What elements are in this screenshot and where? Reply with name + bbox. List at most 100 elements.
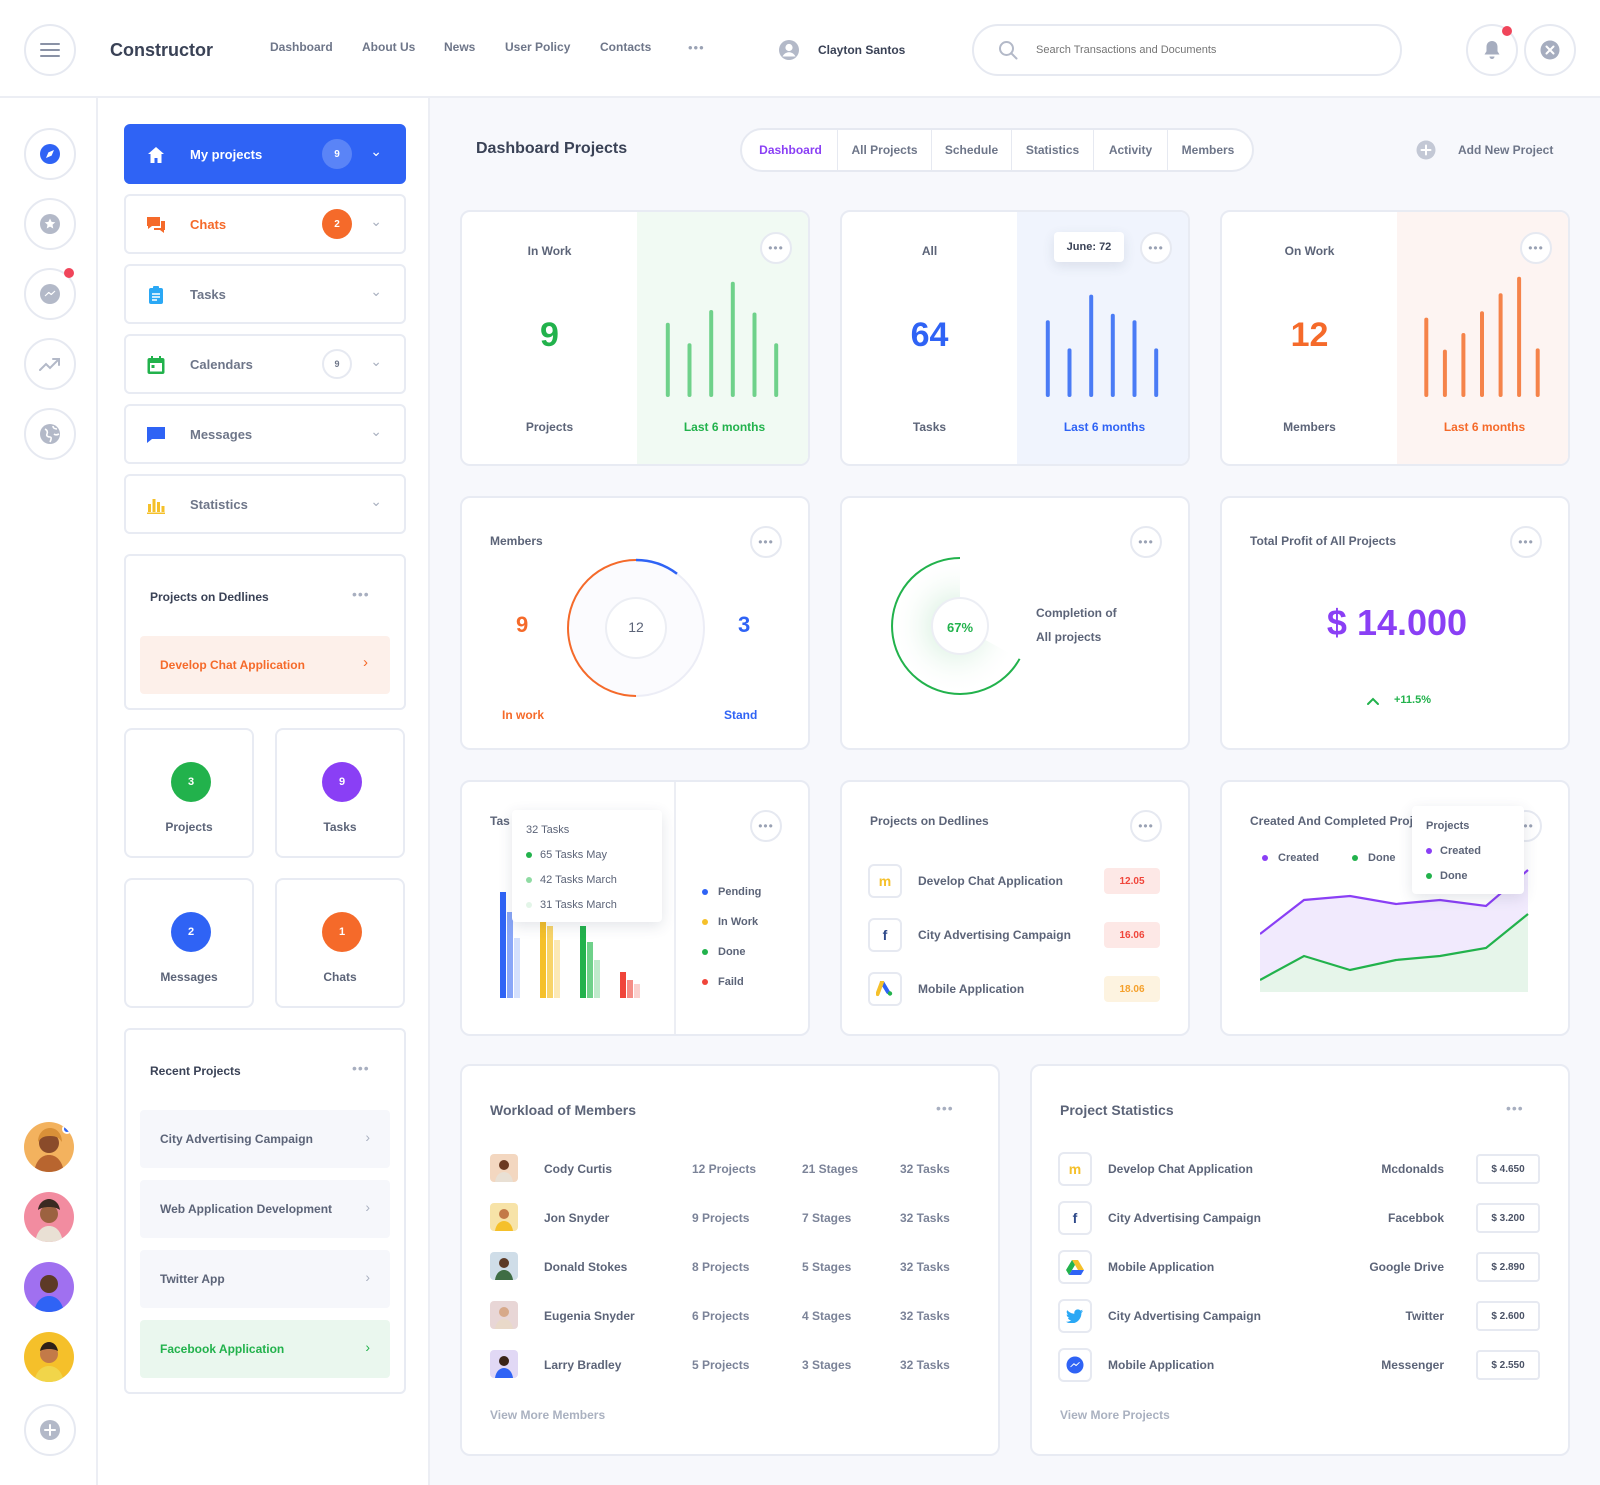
member-avatar[interactable] <box>490 1301 518 1329</box>
tab-all-projects[interactable]: All Projects <box>838 130 932 170</box>
chevron-down-icon[interactable]: ⌄ <box>370 353 382 369</box>
member-avatar[interactable] <box>490 1350 518 1378</box>
more-options-button[interactable]: ••• <box>352 1060 370 1076</box>
nav-dashboard[interactable]: Dashboard <box>270 40 333 54</box>
rail-favorites-button[interactable] <box>24 198 76 250</box>
more-options-button[interactable]: ••• <box>750 810 782 842</box>
tab-dashboard[interactable]: Dashboard <box>744 130 838 170</box>
more-options-button[interactable]: ••• <box>1510 526 1542 558</box>
deadline-project-name[interactable]: Mobile Application <box>918 982 1025 996</box>
more-options-button[interactable]: ••• <box>1130 810 1162 842</box>
chevron-down-icon[interactable]: ⌄ <box>370 213 382 229</box>
member-name[interactable]: Larry Bradley <box>544 1358 622 1372</box>
kpi-bar <box>1067 348 1072 397</box>
member-name[interactable]: Eugenia Snyder <box>544 1309 635 1323</box>
rail-globe-button[interactable] <box>24 408 76 460</box>
search-bar[interactable] <box>972 24 1402 76</box>
tab-schedule[interactable]: Schedule <box>932 130 1012 170</box>
rail-avatar-3[interactable] <box>24 1262 74 1312</box>
recent-project-item-active[interactable]: Facebook Application › <box>140 1320 390 1378</box>
view-more-projects-link[interactable]: View More Projects <box>1060 1408 1170 1422</box>
kpi-card-on-work: On Work 12 Members Last 6 months ••• <box>1220 210 1570 466</box>
notifications-button[interactable] <box>1466 24 1518 76</box>
more-options-button[interactable]: ••• <box>1506 1100 1524 1116</box>
project-name[interactable]: Develop Chat Application <box>1108 1162 1253 1176</box>
chevron-right-icon: › <box>365 1199 370 1215</box>
stat-label: Projects <box>165 820 213 834</box>
tab-members[interactable]: Members <box>1181 143 1235 157</box>
rail-add-button[interactable] <box>24 1404 76 1456</box>
sidebar-item-chats[interactable]: Chats 2 ⌄ <box>124 194 406 254</box>
sidebar-deadline-item[interactable]: Develop Chat Application › <box>140 636 390 694</box>
sidebar-item-my-projects[interactable]: My projects 9 ⌄ <box>124 124 406 184</box>
sidebar-stat-tasks[interactable]: 9 Tasks <box>275 728 405 858</box>
nav-user-policy[interactable]: User Policy <box>505 40 571 54</box>
sidebar-item-statistics[interactable]: Statistics ⌄ <box>124 474 406 534</box>
sidebar-stat-messages[interactable]: 2 Messages <box>124 878 254 1008</box>
add-new-project-button[interactable]: Add New Project <box>1416 138 1586 162</box>
member-name[interactable]: Donald Stokes <box>544 1260 628 1274</box>
kpi-card-all-tasks: All 64 Tasks Last 6 months June: 72 ••• <box>840 210 1190 466</box>
kpi-sublabel: Tasks <box>912 420 947 434</box>
rail-avatar-1[interactable] <box>24 1122 74 1172</box>
legend-item: Created <box>1262 852 1319 864</box>
mcdonalds-logo-icon: m <box>868 864 902 898</box>
project-name[interactable]: City Advertising Campaign <box>1108 1309 1261 1323</box>
rail-explore-button[interactable] <box>24 128 76 180</box>
more-options-button[interactable]: ••• <box>1140 232 1172 264</box>
sidebar-stat-chats[interactable]: 1 Chats <box>275 878 405 1008</box>
member-avatar[interactable] <box>490 1154 518 1182</box>
project-name[interactable]: Mobile Application <box>1108 1260 1215 1274</box>
nav-news[interactable]: News <box>444 40 476 54</box>
facebook-logo-icon: f <box>868 918 902 952</box>
project-client: Google Drive <box>1369 1260 1444 1274</box>
recent-project-item[interactable]: Twitter App › <box>140 1250 390 1308</box>
rail-messenger-button[interactable] <box>24 268 76 320</box>
project-name[interactable]: City Advertising Campaign <box>1108 1211 1261 1225</box>
nav-about-us[interactable]: About Us <box>362 40 416 54</box>
recent-project-item[interactable]: Web Application Development › <box>140 1180 390 1238</box>
rail-trends-button[interactable] <box>24 338 76 390</box>
sidebar-item-tasks[interactable]: Tasks ⌄ <box>124 264 406 324</box>
more-options-button[interactable]: ••• <box>352 586 370 602</box>
more-options-button[interactable]: ••• <box>936 1100 954 1116</box>
kpi-bar <box>687 343 692 397</box>
rail-avatar-2[interactable] <box>24 1192 74 1242</box>
sidebar-item-messages[interactable]: Messages ⌄ <box>124 404 406 464</box>
nav-contacts[interactable]: Contacts <box>600 40 652 54</box>
created-completed-title: Created And Completed Proje <box>1250 814 1420 828</box>
rail-avatar-4[interactable] <box>24 1332 74 1382</box>
more-options-button[interactable]: ••• <box>1130 526 1162 558</box>
chevron-down-icon[interactable]: ⌄ <box>370 143 382 159</box>
bar-pending-2 <box>507 912 513 998</box>
kpi-bar <box>1132 320 1137 397</box>
chevron-down-icon[interactable]: ⌄ <box>370 423 382 439</box>
chevron-down-icon[interactable]: ⌄ <box>370 283 382 299</box>
member-name[interactable]: Jon Snyder <box>544 1211 610 1225</box>
sidebar-item-calendars[interactable]: Calendars 9 ⌄ <box>124 334 406 394</box>
members-donut <box>566 558 706 698</box>
deadline-project-name[interactable]: City Advertising Campaign <box>918 928 1071 942</box>
more-options-button[interactable]: ••• <box>750 526 782 558</box>
recent-project-item[interactable]: City Advertising Campaign › <box>140 1110 390 1168</box>
member-name[interactable]: Cody Curtis <box>544 1162 613 1176</box>
tab-statistics[interactable]: Statistics <box>1012 130 1094 170</box>
member-avatar[interactable] <box>490 1252 518 1280</box>
user-profile[interactable]: Clayton Santos <box>778 38 918 62</box>
tab-activity[interactable]: Activity <box>1094 130 1168 170</box>
deadline-project-name[interactable]: Develop Chat Application <box>918 874 1063 888</box>
close-button[interactable] <box>1524 24 1576 76</box>
search-input[interactable] <box>1036 40 1376 60</box>
nav-more-button[interactable]: ••• <box>688 40 705 55</box>
view-more-members-link[interactable]: View More Members <box>490 1408 606 1422</box>
message-icon <box>147 427 165 443</box>
project-name[interactable]: Mobile Application <box>1108 1358 1215 1372</box>
sidebar-stat-projects[interactable]: 3 Projects <box>124 728 254 858</box>
more-options-button[interactable]: ••• <box>1520 232 1552 264</box>
member-projects: 12 Projects <box>692 1162 757 1176</box>
hamburger-menu-button[interactable] <box>24 24 76 76</box>
member-avatar[interactable] <box>490 1203 518 1231</box>
chevron-down-icon[interactable]: ⌄ <box>370 493 382 509</box>
more-options-button[interactable]: ••• <box>760 232 792 264</box>
member-projects: 6 Projects <box>692 1309 750 1323</box>
